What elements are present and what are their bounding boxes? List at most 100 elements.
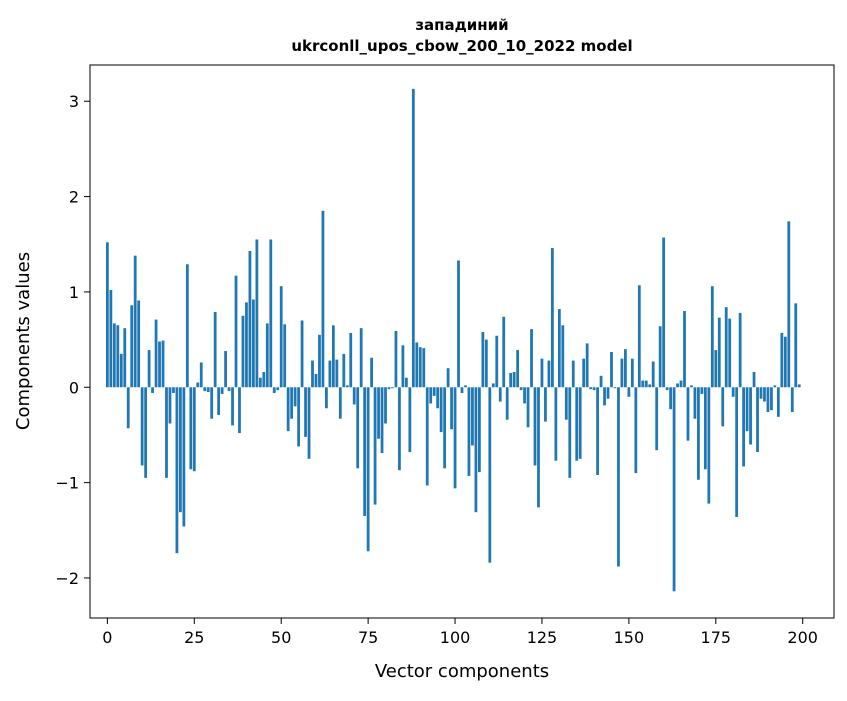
x-tick-label-8: 200 (787, 628, 818, 647)
bar-108 (481, 331, 485, 388)
bar-64 (328, 360, 332, 388)
bar-5 (123, 328, 127, 388)
bar-12 (147, 350, 151, 388)
bar-143 (603, 387, 606, 406)
bar-91 (422, 348, 426, 388)
bar-28 (203, 387, 207, 392)
bar-54 (293, 387, 297, 407)
bar-1 (109, 290, 113, 388)
y-tick-label-1: −1 (55, 474, 79, 493)
bar-18 (168, 387, 172, 424)
bar-134 (571, 360, 575, 388)
bar-13 (151, 387, 154, 393)
bar-148 (620, 358, 624, 388)
bar-160 (662, 237, 666, 388)
bar-146 (613, 387, 617, 389)
bar-117 (512, 372, 516, 388)
bar-89 (415, 342, 419, 388)
bar-9 (137, 300, 141, 388)
bar-166 (683, 310, 686, 388)
bar-139 (589, 387, 593, 390)
bar-52 (286, 387, 290, 432)
bar-57 (304, 387, 307, 437)
y-axis-label: Components values (13, 252, 34, 430)
x-tick-label-0: 0 (102, 628, 112, 647)
bar-51 (283, 324, 287, 388)
bar-130 (557, 309, 561, 388)
bar-30 (210, 387, 214, 419)
bar-76 (370, 357, 373, 388)
bar-195 (783, 336, 787, 388)
bar-196 (787, 221, 791, 388)
x-tick-label-2: 50 (271, 628, 291, 647)
bar-170 (697, 387, 700, 480)
bar-186 (752, 372, 756, 388)
bar-140 (592, 387, 596, 391)
bar-178 (724, 307, 728, 388)
bar-94 (432, 387, 436, 396)
bar-87 (408, 387, 412, 453)
bar-31 (213, 311, 217, 388)
bar-125 (540, 358, 544, 388)
ticks-group: 0 25 50 75 100 125 150 175 200 −2 −1 0 1 2 3 (55, 92, 818, 647)
bar-169 (693, 387, 697, 419)
bar-25 (192, 387, 196, 472)
bar-118 (516, 350, 520, 388)
bar-173 (707, 387, 711, 504)
bar-111 (491, 383, 495, 388)
bar-66 (335, 359, 339, 388)
bar-183 (742, 387, 745, 467)
bar-23 (185, 264, 189, 388)
plot-frame (89, 64, 835, 619)
bar-81 (387, 387, 391, 390)
bar-78 (377, 387, 380, 439)
bar-131 (561, 325, 565, 388)
bar-10 (140, 387, 144, 466)
bar-103 (464, 385, 467, 388)
bar-163 (672, 387, 676, 592)
bar-149 (624, 349, 627, 388)
bar-71 (352, 387, 356, 405)
bar-177 (721, 387, 725, 427)
bar-156 (648, 384, 652, 388)
bar-16 (161, 340, 165, 388)
bar-6 (126, 387, 130, 429)
bar-35 (227, 387, 231, 392)
x-tick-label-7: 175 (701, 628, 732, 647)
bar-180 (731, 387, 735, 397)
bar-119 (519, 387, 523, 391)
bar-74 (363, 387, 367, 516)
bar-50 (279, 286, 283, 388)
bar-192 (773, 385, 777, 388)
bar-20 (175, 387, 179, 554)
bar-33 (220, 387, 224, 394)
bar-127 (547, 360, 551, 388)
bar-190 (766, 387, 770, 413)
bar-157 (651, 361, 655, 388)
bar-172 (703, 387, 707, 470)
bar-147 (617, 387, 620, 567)
chart-title-line1: западиний (415, 16, 508, 34)
bar-24 (189, 387, 193, 470)
bar-90 (418, 347, 422, 388)
bar-102 (460, 387, 464, 393)
bar-55 (297, 387, 300, 447)
bar-44 (258, 377, 262, 388)
bar-114 (502, 316, 506, 388)
bar-153 (637, 285, 641, 388)
bar-105 (471, 387, 474, 446)
y-tick-label-2: 0 (69, 378, 79, 397)
bar-120 (523, 387, 526, 404)
bar-193 (776, 387, 780, 417)
bar-22 (182, 387, 186, 527)
bar-2 (112, 323, 116, 388)
bar-185 (749, 387, 752, 445)
x-tick-label-4: 100 (440, 628, 471, 647)
bar-116 (509, 372, 513, 388)
bar-199 (797, 384, 801, 388)
bar-63 (325, 387, 328, 409)
bar-123 (533, 387, 537, 466)
bar-113 (498, 387, 502, 402)
bar-93 (429, 387, 433, 404)
